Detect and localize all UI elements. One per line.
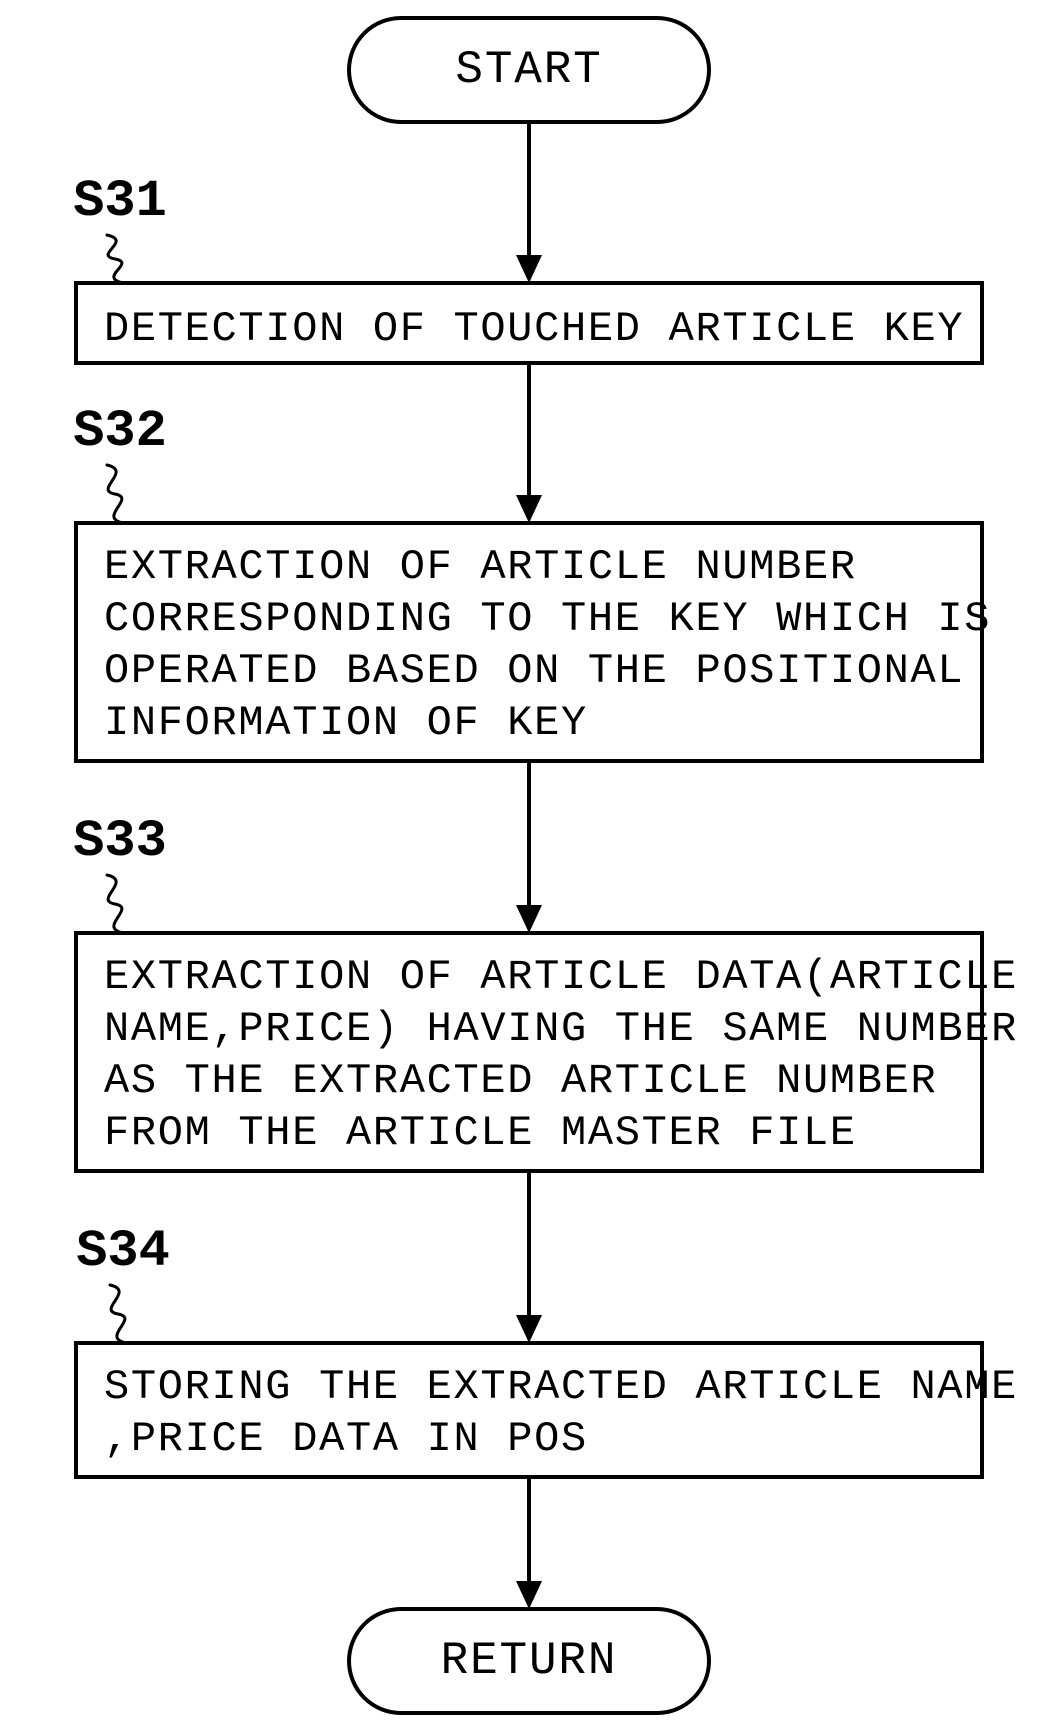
process-text-s32-line-1: CORRESPONDING TO THE KEY WHICH IS	[104, 595, 991, 643]
flowchart-canvas: START RETURN S31 S32 S33 S34 DETECTION OF TOUC…	[0, 0, 1058, 1727]
arrowhead-0	[516, 255, 542, 283]
process-text-s32-line-0: EXTRACTION OF ARTICLE NUMBER	[104, 543, 857, 591]
process-text-s32-line-3: INFORMATION OF KEY	[104, 699, 588, 747]
process-text-s32: EXTRACTION OF ARTICLE NUMBERCORRESPONDIN…	[104, 543, 991, 747]
process-text-s34-line-1: ,PRICE DATA IN POS	[104, 1415, 588, 1463]
process-text-s34: STORING THE EXTRACTED ARTICLE NAME,PRICE…	[104, 1363, 1018, 1463]
process-text-s32-line-2: OPERATED BASED ON THE POSITIONAL	[104, 647, 964, 695]
step-label-tick-s32	[107, 465, 123, 523]
process-text-s33-line-2: AS THE EXTRACTED ARTICLE NUMBER	[104, 1057, 937, 1105]
process-text-s34-line-0: STORING THE EXTRACTED ARTICLE NAME	[104, 1363, 1018, 1411]
step-label-s34: S34	[76, 1222, 170, 1281]
step-label-s33: S33	[73, 812, 167, 871]
arrowhead-1	[516, 495, 542, 523]
process-text-s33: EXTRACTION OF ARTICLE DATA(ARTICLENAME,P…	[104, 953, 1018, 1157]
arrowhead-3	[516, 1315, 542, 1343]
process-text-s33-line-3: FROM THE ARTICLE MASTER FILE	[104, 1109, 857, 1157]
end-terminal-label: RETURN	[441, 1635, 618, 1687]
process-text-s31: DETECTION OF TOUCHED ARTICLE KEY	[104, 305, 964, 353]
arrowhead-4	[516, 1581, 542, 1609]
start-terminal-label: START	[455, 44, 602, 96]
process-text-s33-line-0: EXTRACTION OF ARTICLE DATA(ARTICLE	[104, 953, 1018, 1001]
step-label-tick-s33	[107, 875, 123, 933]
arrowhead-2	[516, 905, 542, 933]
process-text-s31-line-0: DETECTION OF TOUCHED ARTICLE KEY	[104, 305, 964, 353]
step-label-tick-s31	[107, 235, 123, 283]
step-label-tick-s34	[110, 1285, 126, 1343]
step-label-s32: S32	[73, 402, 167, 461]
step-label-s31: S31	[73, 172, 167, 231]
process-text-s33-line-1: NAME,PRICE) HAVING THE SAME NUMBER	[104, 1005, 1018, 1053]
